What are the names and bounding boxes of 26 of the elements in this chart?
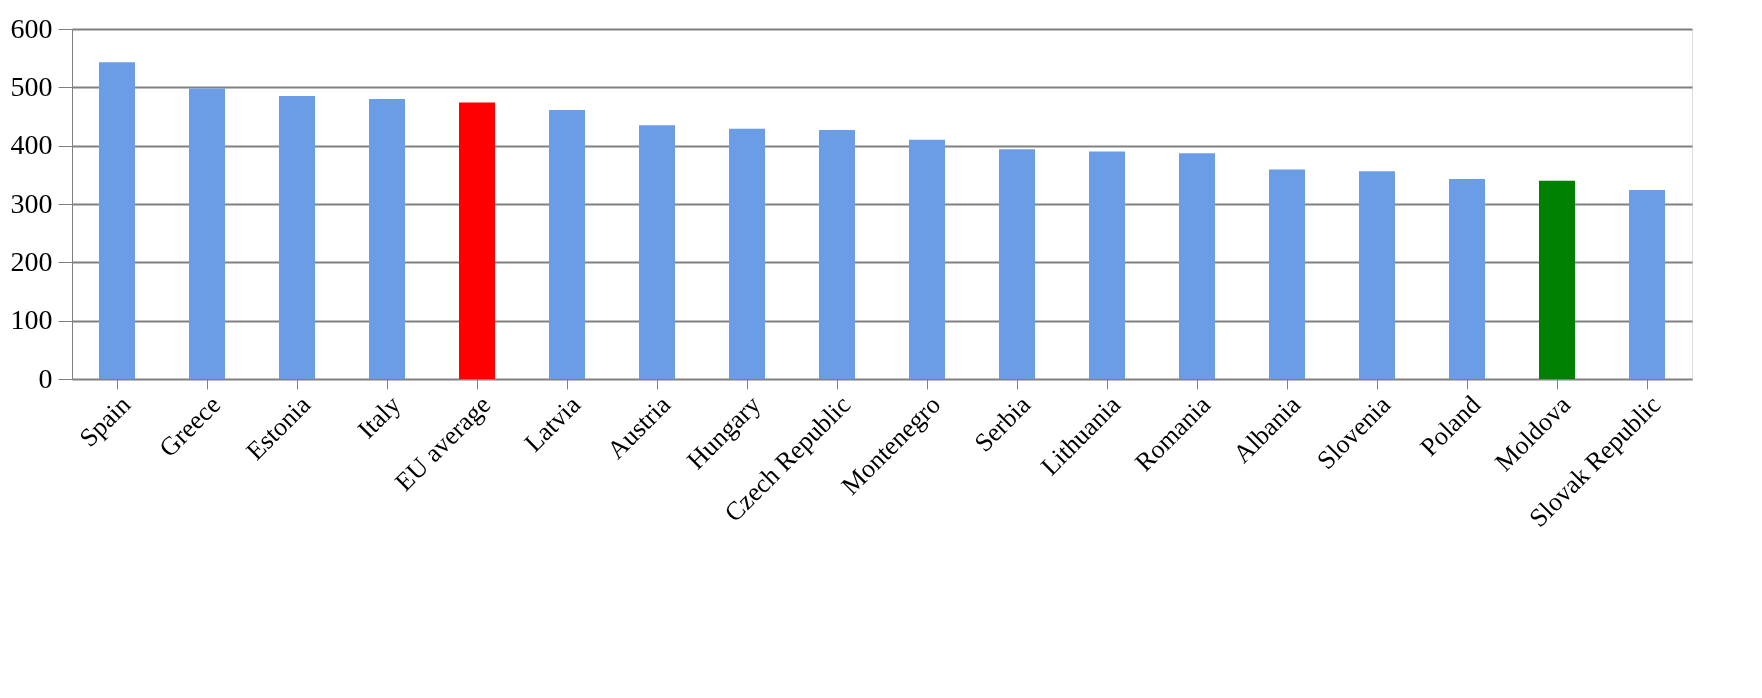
y-tick-label: 200: [10, 245, 53, 277]
bar: [459, 102, 495, 379]
bar: [999, 149, 1035, 379]
bar: [1359, 171, 1395, 379]
bar: [1269, 169, 1305, 379]
bar: [1089, 151, 1125, 379]
bar: [369, 99, 405, 379]
bar: [639, 125, 675, 379]
bar: [1539, 180, 1575, 379]
bar: [909, 139, 945, 379]
bar: [1179, 153, 1215, 379]
bar: [1449, 178, 1485, 379]
bar: [549, 110, 585, 379]
bar: [1629, 190, 1665, 379]
bar: [279, 96, 315, 379]
y-tick-label: 500: [10, 70, 53, 102]
bar: [99, 62, 135, 379]
y-tick-label: 600: [10, 12, 53, 44]
bar: [189, 88, 225, 379]
y-tick-label: 300: [10, 187, 53, 219]
bar: [729, 128, 765, 379]
y-tick-label: 100: [10, 304, 53, 336]
bar: [819, 129, 855, 379]
y-tick-label: 400: [10, 129, 53, 161]
x-tick-label: Italy: [351, 390, 407, 445]
y-tick-label: 0: [38, 362, 53, 394]
